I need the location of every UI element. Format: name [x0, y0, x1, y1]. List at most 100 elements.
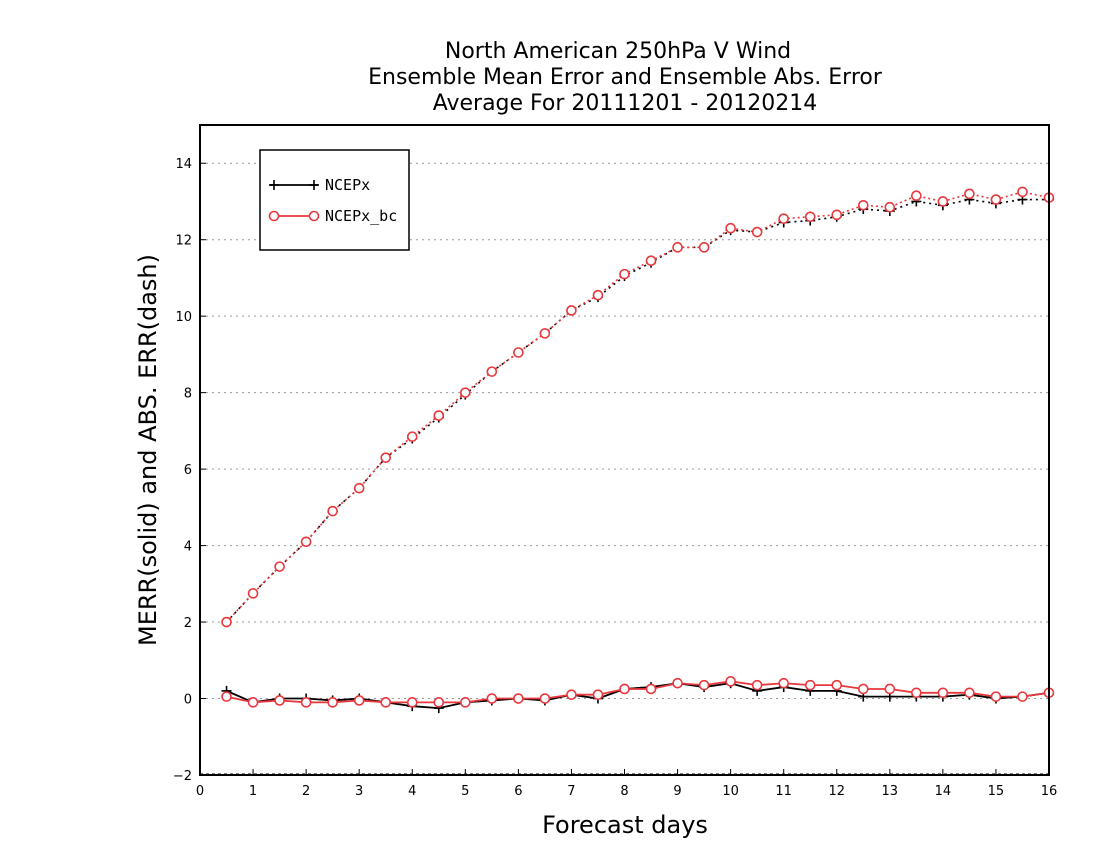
series-ncepx-bc-abs-err-point: [1017, 186, 1028, 198]
x-tick-label: 12: [828, 784, 845, 799]
y-tick-label: 2: [184, 616, 192, 631]
title-line-3: Average For 20111201 - 20120214: [433, 91, 818, 116]
x-tick-label: 10: [722, 784, 739, 799]
series-ncepx-bc-abs-err-point: [751, 226, 763, 238]
legend-label: NCEPx: [325, 176, 370, 194]
legend: NCEPx NCEPx_bc: [259, 149, 410, 251]
y-axis-ticks: −2 0 2 4 6 8 10 12 14: [173, 157, 206, 784]
series-ncepx-bc-merr-point: [327, 697, 338, 708]
chart-title: North American 250hPa V Wind Ensemble Me…: [368, 39, 883, 116]
series-ncepx-merr-line: [226, 682, 1050, 709]
series-ncepx-bc-merr-point: [406, 697, 418, 708]
series-ncepx-bc-abs-err-point: [327, 505, 338, 517]
x-tick-label: 6: [514, 784, 522, 799]
series-ncepx-bc-abs-err-point: [300, 536, 312, 548]
x-tick-label: 0: [196, 784, 204, 799]
series-ncepx-abs-err-line: [225, 198, 1049, 623]
series-ncepx-bc-abs-err-point: [486, 366, 498, 377]
series-ncepx-bc-abs-err-point: [804, 211, 816, 223]
series-ncepx-bc-merr-point: [857, 683, 869, 695]
x-tick-label: 8: [620, 784, 628, 799]
title-line-2: Ensemble Mean Error and Ensemble Abs. Er…: [368, 65, 883, 90]
series-ncepx-bc-merr-point: [513, 693, 524, 704]
series-ncepx-bc-abs-err-point: [566, 305, 577, 316]
legend-items: NCEPx NCEPx_bc: [268, 176, 397, 225]
y-tick-label: 8: [184, 387, 192, 402]
series-ncepx-bc-merr-point: [353, 695, 365, 706]
series-ncepx-bc-merr-point: [698, 679, 710, 691]
y-tick-label: 10: [175, 310, 192, 325]
series-ncepx-bc-merr-point: [804, 679, 816, 691]
legend-box: [259, 149, 410, 251]
x-tick-label: 13: [882, 784, 899, 799]
series-ncepx-bc-abs-err-point: [672, 242, 683, 253]
x-tick-label: 4: [408, 784, 416, 799]
series-ncepx-bc-abs-err-point: [725, 222, 736, 234]
series-ncepx-bc-abs-err-point: [406, 431, 418, 442]
series-ncepx-bc-abs-err-point: [964, 188, 975, 200]
x-tick-label: 7: [567, 784, 575, 799]
series-ncepx: [221, 194, 1054, 714]
x-tick-label: 11: [775, 784, 792, 799]
series-ncepx-bc-abs-err-point: [460, 387, 471, 398]
series-ncepx-bc-abs-err-point: [698, 242, 710, 253]
series-ncepx-bc-merr-point: [831, 679, 843, 691]
x-tick-label: 15: [988, 784, 1005, 799]
series-ncepx-bc-merr-point: [274, 695, 285, 706]
series-ncepx-bc-merr-point: [380, 697, 392, 708]
series-ncepx-bc-abs-err-point: [353, 482, 365, 494]
series-ncepx-bc-merr-point: [937, 687, 949, 699]
series-ncepx-bc-merr-point: [964, 687, 975, 699]
x-axis-label: Forecast days: [542, 811, 708, 839]
series-ncepx-bc-abs-err-point: [247, 588, 259, 599]
x-tick-label: 3: [355, 784, 363, 799]
series-ncepx-bc-merr-point: [247, 697, 259, 708]
series-ncepx-bc-abs-err-point: [221, 616, 232, 628]
y-tick-label: 0: [184, 693, 192, 708]
series-ncepx-bc-merr-point: [619, 683, 630, 695]
series-ncepx-bc-abs-err-point: [831, 209, 843, 221]
y-tick-label: 6: [184, 463, 192, 478]
series-ncepx-bc-abs-err-point: [433, 410, 445, 421]
series-ncepx-bc-merr-point: [592, 689, 604, 701]
series-ncepx-bc-merr-point: [672, 677, 683, 689]
y-tick-label: −2: [173, 769, 192, 784]
x-tick-label: 16: [1041, 784, 1058, 799]
series-ncepx-bc-merr-point: [221, 691, 232, 702]
y-tick-label: 4: [184, 540, 192, 555]
series-ncepx-bc-abs-err-point: [592, 289, 604, 301]
title-line-1: North American 250hPa V Wind: [445, 39, 791, 64]
series-ncepx-bc-merr-point: [539, 693, 551, 704]
series-ncepx-bc-merr-point: [566, 689, 577, 701]
y-axis-label: MERR(solid) and ABS. ERR(dash): [134, 254, 162, 646]
series-ncepx-bc-abs-err-line: [225, 191, 1050, 623]
series-ncepx-bc-merr-point: [433, 697, 445, 708]
series-ncepx-bc-abs-err-point: [990, 194, 1002, 205]
legend-marker: [269, 180, 279, 190]
legend-label: NCEPx_bc: [325, 207, 397, 225]
series-layer: [221, 186, 1055, 714]
x-tick-label: 14: [935, 784, 952, 799]
legend-item-ncepx: NCEPx: [269, 176, 370, 194]
series-ncepx-bc-merr-point: [725, 676, 736, 687]
series-ncepx-bc-abs-err-point: [619, 268, 630, 280]
series-ncepx-bc-merr-point: [911, 687, 922, 699]
legend-marker: [308, 210, 320, 222]
series-ncepx-bc-abs-err-point: [911, 190, 922, 202]
x-tick-label: 5: [461, 784, 469, 799]
series-ncepx-bc: [221, 186, 1055, 708]
series-ncepx-bc-abs-err-point: [937, 196, 949, 207]
series-ncepx-bc-abs-err-point: [857, 199, 869, 211]
series-ncepx-bc-abs-err-point: [645, 255, 657, 267]
series-ncepx-bc-merr-point: [460, 697, 471, 708]
series-ncepx-bc-abs-err-point: [884, 201, 896, 213]
grid: [200, 162, 1049, 775]
series-ncepx-bc-abs-err-point: [274, 561, 285, 572]
legend-marker: [309, 180, 319, 190]
series-ncepx-bc-merr-point: [990, 691, 1002, 702]
series-ncepx-bc-merr-point: [778, 677, 789, 689]
legend-item-ncepx-bc: NCEPx_bc: [268, 207, 397, 225]
x-tick-label: 2: [302, 784, 310, 799]
series-ncepx-bc-merr-point: [1017, 691, 1028, 702]
